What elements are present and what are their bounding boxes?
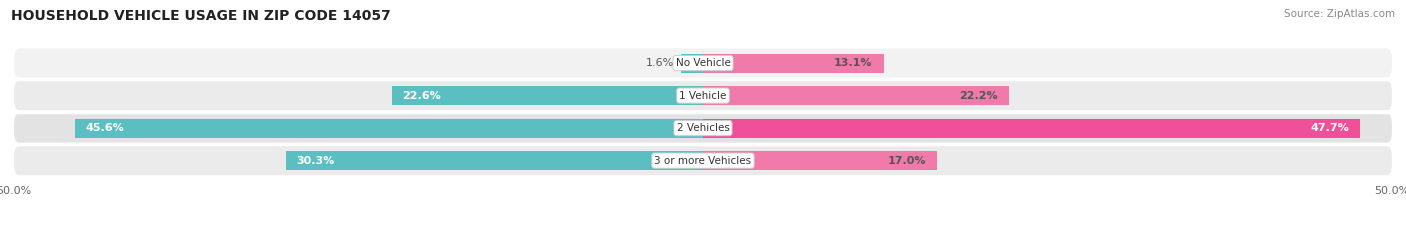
FancyBboxPatch shape bbox=[14, 146, 1392, 175]
Text: 47.7%: 47.7% bbox=[1310, 123, 1350, 133]
Text: 22.2%: 22.2% bbox=[959, 91, 998, 101]
Bar bbox=[703, 54, 883, 72]
Text: No Vehicle: No Vehicle bbox=[675, 58, 731, 68]
FancyBboxPatch shape bbox=[14, 81, 1392, 110]
Text: 1 Vehicle: 1 Vehicle bbox=[679, 91, 727, 101]
FancyBboxPatch shape bbox=[14, 113, 1392, 143]
Text: 45.6%: 45.6% bbox=[86, 123, 125, 133]
Bar bbox=[392, 86, 703, 105]
Bar bbox=[681, 54, 703, 72]
Text: 13.1%: 13.1% bbox=[834, 58, 873, 68]
Bar bbox=[285, 151, 703, 170]
Text: 3 or more Vehicles: 3 or more Vehicles bbox=[654, 156, 752, 166]
Text: 17.0%: 17.0% bbox=[887, 156, 927, 166]
Text: Source: ZipAtlas.com: Source: ZipAtlas.com bbox=[1284, 9, 1395, 19]
Bar bbox=[75, 119, 703, 137]
Text: HOUSEHOLD VEHICLE USAGE IN ZIP CODE 14057: HOUSEHOLD VEHICLE USAGE IN ZIP CODE 1405… bbox=[11, 9, 391, 23]
Bar bbox=[703, 151, 938, 170]
Text: 2 Vehicles: 2 Vehicles bbox=[676, 123, 730, 133]
Text: 1.6%: 1.6% bbox=[645, 58, 673, 68]
Text: 22.6%: 22.6% bbox=[402, 91, 441, 101]
Bar bbox=[703, 86, 1010, 105]
FancyBboxPatch shape bbox=[14, 48, 1392, 78]
Legend: Owner-occupied, Renter-occupied: Owner-occupied, Renter-occupied bbox=[586, 230, 820, 233]
Bar bbox=[703, 119, 1360, 137]
Text: 30.3%: 30.3% bbox=[297, 156, 335, 166]
